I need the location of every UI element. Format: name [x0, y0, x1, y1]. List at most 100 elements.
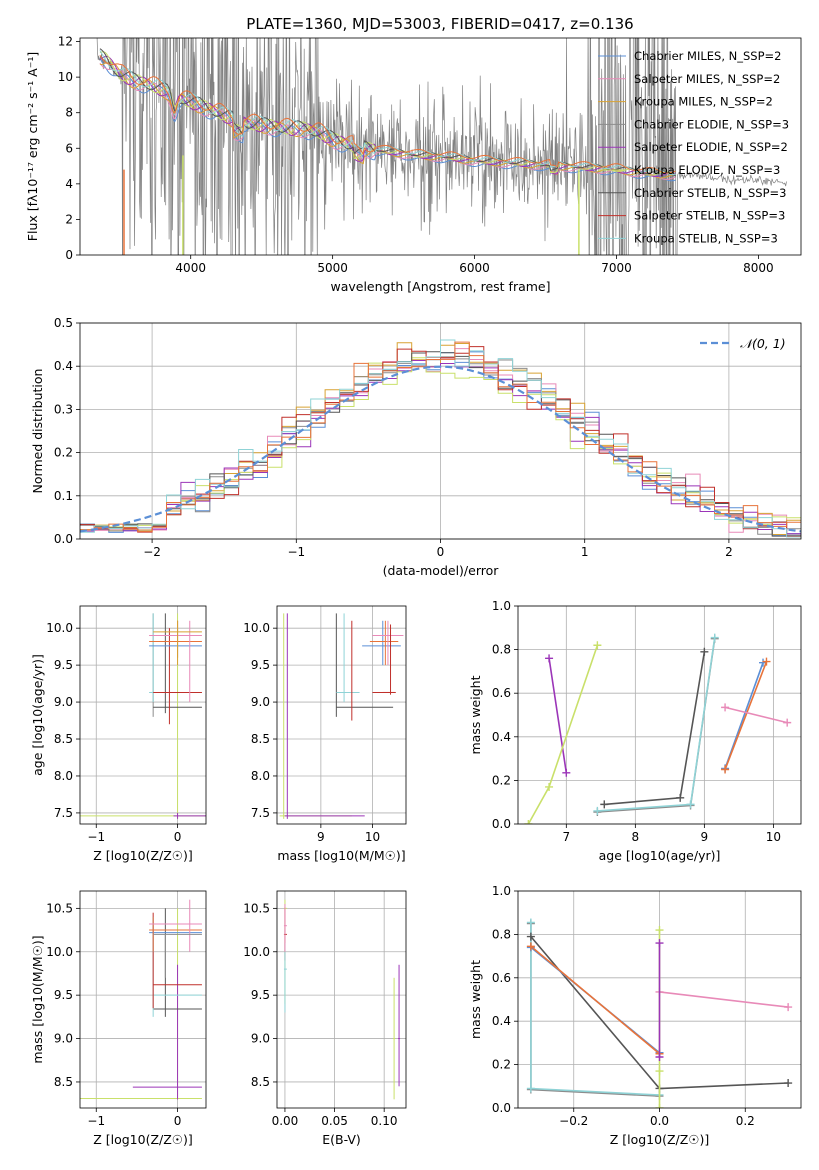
x-axis-label: wavelength [Angstrom, rest frame]	[330, 279, 550, 294]
x-tick-label: 7000	[601, 261, 632, 275]
x-tick-label: 5000	[317, 261, 348, 275]
x-tick-label: 10	[766, 830, 781, 844]
y-tick-label: 0.0	[54, 532, 73, 546]
y-tick-label: 9.0	[251, 695, 270, 709]
weight-series-line	[530, 922, 660, 1096]
y-tick-label: 10	[58, 70, 73, 84]
x-axis-label: mass [log10(M/M☉)]	[277, 848, 405, 863]
weight-point-marker	[655, 1053, 664, 1062]
weight-point-marker	[562, 768, 571, 777]
plot-frame	[79, 605, 207, 825]
x-tick-label: −2	[143, 545, 161, 559]
y-tick-label: 8.5	[54, 732, 73, 746]
legend-entry: Chabrier MILES, N_SSP=2	[634, 49, 781, 63]
x-tick-label: 0	[174, 1114, 182, 1128]
weight-point-marker	[593, 641, 602, 650]
y-tick-label: 4	[65, 177, 73, 191]
x-axis-label: Z [log10(Z/Z☉)]	[610, 1132, 710, 1147]
weight-series-line	[604, 651, 706, 806]
plot-frame	[276, 605, 407, 825]
y-tick-label: 9.0	[54, 1032, 73, 1046]
plot-frame	[79, 890, 207, 1109]
weight-point-marker	[721, 765, 730, 774]
age-mass-panel: 9 10 7.5 8.0 8.5 9.0 9.5 10.0 mass [log10(M/M☉)]	[243, 605, 407, 863]
weight-point-marker	[700, 647, 709, 656]
errorbar-plot-area	[279, 613, 404, 819]
y-tick-label: 0.5	[54, 316, 73, 330]
y-tick-label: 9.5	[54, 658, 73, 672]
weight-point-marker	[762, 657, 771, 666]
y-tick-label: 0.8	[492, 643, 511, 657]
y-axis-label: Flux [fλ10⁻¹⁷ erg cm⁻² s⁻¹ A⁻¹]	[25, 52, 40, 241]
y-tick-label: 0.6	[492, 686, 511, 700]
x-axis-label: Z [log10(Z/Z☉)]	[93, 1132, 193, 1147]
weight-point-marker	[524, 820, 533, 824]
y-tick-label: 0.4	[492, 730, 511, 744]
y-tick-label: 10.5	[243, 901, 270, 915]
y-tick-label: 9.5	[54, 988, 73, 1002]
observed-spectrum-line	[96, 38, 787, 255]
model-fit-line	[99, 51, 676, 176]
errorbar-plot-area	[80, 613, 206, 819]
legend-entry: Salpeter ELODIE, N_SSP=2	[634, 140, 788, 154]
x-tick-label: 2	[725, 545, 733, 559]
y-axis-label: mass weight	[468, 960, 483, 1039]
weight-series-line	[530, 945, 661, 1055]
weight-point-marker	[655, 1067, 664, 1076]
residuals-panel: −2 −1 0 1 2 0.0 0.1 0.2 0.3 0.4 0.5 (data-model)/er…	[30, 316, 802, 578]
residual-histogram	[80, 346, 801, 537]
y-tick-label: 6	[65, 141, 73, 155]
weight-point-marker	[526, 942, 535, 951]
legend-entry: Chabrier ELODIE, N_SSP=3	[634, 117, 789, 131]
weight-point-marker	[710, 633, 719, 642]
errorbar-plot-area	[80, 899, 202, 1100]
y-tick-label: 10.0	[46, 945, 73, 959]
x-tick-label: 8	[632, 830, 640, 844]
weight-point-marker	[545, 654, 554, 663]
legend-entry: Salpeter STELIB, N_SSP=3	[634, 209, 785, 223]
weight-point-marker	[721, 703, 730, 712]
legend-entry: Kroupa MILES, N_SSP=2	[634, 95, 773, 109]
weight-series-line	[597, 637, 716, 812]
y-tick-label: 10.5	[46, 901, 73, 915]
weight-point-marker	[526, 932, 535, 941]
x-tick-label: −0.2	[559, 1114, 588, 1128]
weight-point-marker	[526, 918, 535, 927]
weight-series-line	[548, 658, 568, 773]
x-tick-label: 4000	[175, 261, 206, 275]
weight-point-marker	[783, 718, 792, 727]
model-fit-line	[99, 48, 676, 177]
y-tick-label: 8.0	[54, 769, 73, 783]
y-axis-label: mass [log10(M/M☉)]	[30, 935, 45, 1063]
x-tick-label: 0.05	[321, 1114, 348, 1128]
age-Z-panel: −1 0 7.5 8.0 8.5 9.0 9.5 10.0 Z [log10(Z/Z☉)] age…	[30, 605, 207, 863]
y-tick-label: 7.5	[251, 806, 270, 820]
y-tick-label: 9.5	[251, 988, 270, 1002]
weight-point-marker	[686, 800, 695, 809]
normal-curve	[80, 365, 801, 533]
weight-point-marker	[676, 793, 685, 802]
x-axis-label: Z [log10(Z/Z☉)]	[93, 848, 193, 863]
weight-plot-area	[526, 918, 793, 1108]
weight-series-line	[597, 638, 716, 813]
y-tick-label: 0.2	[492, 773, 511, 787]
legend-entry: Chabrier STELIB, N_SSP=3	[634, 186, 786, 200]
figure-title: PLATE=1360, MJD=53003, FIBERID=0417, z=0…	[246, 15, 633, 33]
weight-series-line	[659, 991, 789, 1008]
residuals-plot-area	[80, 339, 801, 538]
weight-point-marker	[655, 1104, 664, 1108]
x-tick-label: 6000	[459, 261, 490, 275]
x-tick-label: −1	[87, 1114, 105, 1128]
errorbar-plot-area	[283, 899, 401, 1100]
weight-point-marker	[526, 1084, 535, 1093]
x-tick-label: 7	[562, 830, 570, 844]
legend-entry: Kroupa ELODIE, N_SSP=3	[634, 163, 780, 177]
x-axis-label: E(B-V)	[322, 1132, 361, 1147]
plot-frame	[79, 322, 802, 540]
y-tick-label: 8.5	[251, 1075, 270, 1089]
y-tick-label: 8	[65, 106, 73, 120]
y-tick-label: 10.0	[243, 621, 270, 635]
x-tick-label: −1	[287, 545, 305, 559]
y-tick-label: 9.5	[251, 658, 270, 672]
